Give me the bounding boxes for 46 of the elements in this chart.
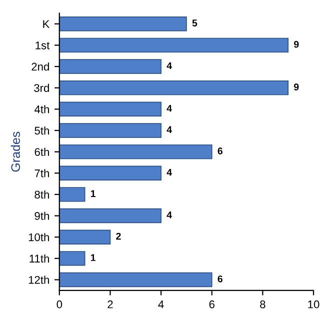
data-label: 4 — [166, 104, 172, 112]
bar — [59, 251, 86, 266]
bar — [59, 38, 289, 53]
x-tick-label: 8 — [260, 300, 266, 308]
y-tick-label: 8th — [34, 190, 49, 199]
data-label: 4 — [166, 168, 172, 176]
y-tick-label: 11th — [30, 254, 49, 263]
data-label: 1 — [90, 254, 96, 261]
y-tick-label: 7th — [34, 169, 49, 178]
bar — [59, 208, 162, 224]
bar — [59, 166, 162, 180]
data-label: 6 — [218, 148, 222, 154]
y-tick-label: 1st — [36, 42, 50, 50]
x-tick-label: 2 — [108, 300, 113, 308]
x-tick-label: 4 — [158, 300, 164, 308]
bar — [59, 16, 187, 32]
x-tick-label: 6 — [209, 300, 214, 308]
data-label: 4 — [166, 212, 172, 218]
bar — [59, 272, 212, 288]
y-tick-label: 6th — [34, 148, 49, 156]
y-tick-label: 10th — [28, 233, 49, 242]
data-label: 4 — [166, 126, 172, 133]
y-tick-label: 3rd — [34, 84, 49, 92]
bar — [59, 144, 212, 160]
bar — [59, 230, 111, 244]
data-label: 4 — [166, 62, 172, 70]
data-label: 9 — [294, 40, 299, 48]
data-label: 5 — [192, 20, 198, 26]
x-tick-label: 10 — [308, 300, 320, 308]
data-label: 6 — [218, 275, 222, 282]
bar — [59, 80, 289, 96]
y-axis-title: Grades — [10, 132, 20, 172]
y-tick-label: 2nd — [32, 62, 49, 71]
x-tick-label: 0 — [56, 300, 62, 308]
bar — [59, 102, 162, 117]
data-label: 9 — [294, 84, 299, 90]
y-tick-label: 12th — [28, 276, 49, 284]
bar — [59, 123, 162, 138]
y-tick-label: 9th — [34, 212, 49, 220]
y-tick-label: 5th — [34, 126, 49, 135]
y-tick-label: 4th — [34, 105, 49, 114]
bar — [59, 59, 162, 74]
data-label: 1 — [90, 190, 96, 197]
data-label: 2 — [116, 232, 121, 240]
y-tick-label: K — [43, 20, 50, 28]
bar — [59, 187, 86, 202]
